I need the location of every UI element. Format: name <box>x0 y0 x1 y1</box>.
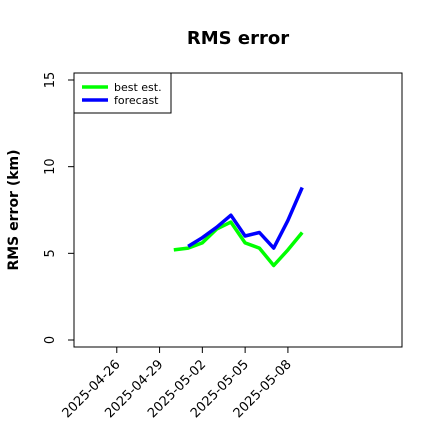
series-line-best-est <box>173 220 304 268</box>
y-tick-label: 15 <box>43 72 58 89</box>
y-tick-label: 5 <box>43 249 58 257</box>
legend-box <box>73 72 172 114</box>
y-axis-label: RMS error (km) <box>6 149 22 270</box>
legend: best est.forecast <box>73 72 172 114</box>
series-layer <box>173 186 304 268</box>
plot-frame <box>73 72 403 348</box>
y-axis: 0 5 10 15 <box>43 72 74 344</box>
x-axis: 2025-04-262025-04-292025-05-022025-05-05… <box>60 347 295 421</box>
legend-label: forecast <box>114 94 159 107</box>
y-tick-label: 0 <box>43 336 58 344</box>
series-line-forecast <box>187 186 304 250</box>
legend-label: best est. <box>114 81 162 94</box>
y-tick-label: 10 <box>43 158 58 175</box>
chart-title: RMS error <box>187 28 289 49</box>
